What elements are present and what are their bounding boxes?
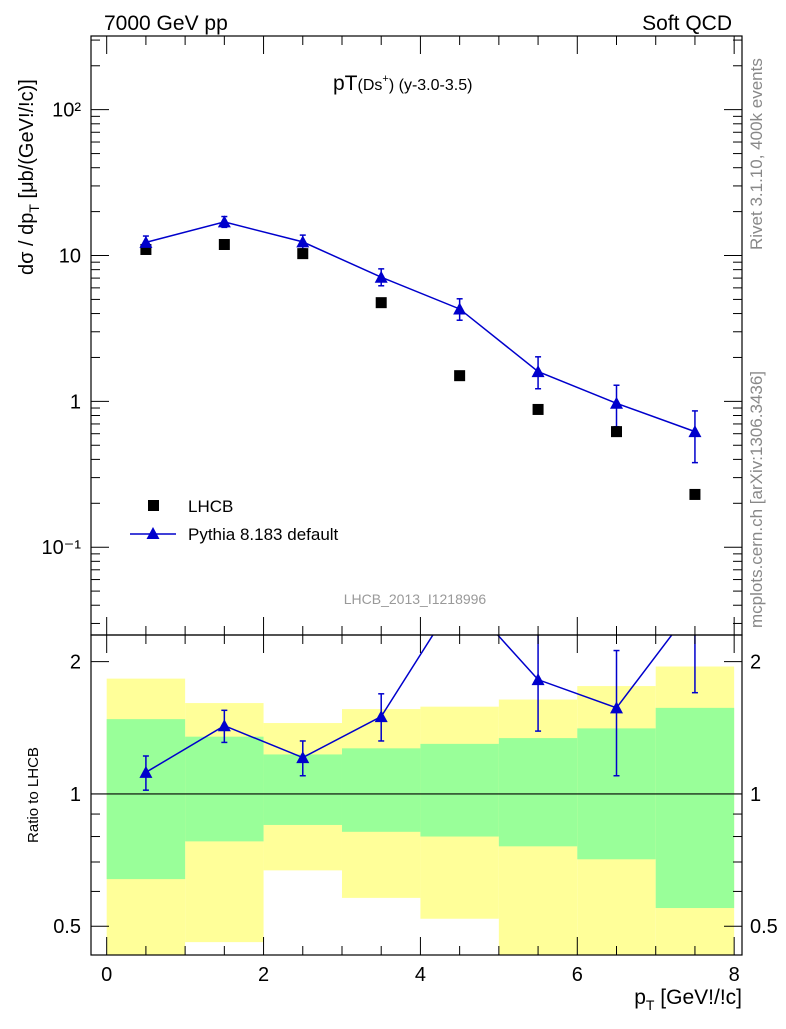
- upper-y-tick-label: 10²: [52, 100, 81, 122]
- x-tick-label: 8: [729, 964, 740, 986]
- upper-y-axis-label: dσ / dpT [μb/(GeV!/!c)]: [16, 79, 42, 275]
- rivet-version-label: Rivet 3.1.10, 400k events: [747, 58, 766, 250]
- legend-label-lhcb: LHCB: [188, 497, 233, 516]
- ratio-series-group: [139, 635, 698, 791]
- upper-y-axis-label-main: dσ / dp: [16, 213, 38, 275]
- header-right-label: Soft QCD: [642, 12, 732, 35]
- uncertainty-band-green: [106, 719, 186, 880]
- legend-marker-lhcb: [148, 500, 159, 511]
- lhcb-point: [532, 403, 544, 415]
- uncertainty-band-green: [498, 738, 578, 847]
- plot-title-sup: +: [382, 73, 388, 85]
- pythia-point: [217, 215, 231, 228]
- ratio-point: [531, 673, 545, 686]
- lower-frame: [90, 634, 743, 956]
- x-axis-label-tail: [GeV!/!c]: [654, 986, 742, 1009]
- pythia-point: [531, 365, 545, 378]
- x-tick-label: 6: [572, 964, 583, 986]
- ratio-point: [139, 765, 153, 778]
- upper-y-axis-label-tail: [μb/(GeV!/!c)]: [16, 79, 38, 204]
- uncertainty-band-green: [341, 748, 421, 832]
- mcplots-label: mcplots.cern.ch [arXiv:1306.3436]: [747, 371, 766, 628]
- upper-y-tick-label: 10⁻¹: [42, 537, 82, 559]
- legend-label-pythia: Pythia 8.183 default: [188, 525, 339, 544]
- ratio-point: [296, 751, 310, 764]
- ratio-y-tick-label-right: 0.5: [750, 916, 778, 938]
- plot-title-main: pT: [333, 72, 358, 95]
- ratio-point: [374, 710, 388, 723]
- ratio-line: [145, 635, 673, 773]
- ratio-y-tick-label-left: 0.5: [53, 916, 81, 938]
- pythia-point: [688, 425, 702, 438]
- legend: LHCB Pythia 8.183 default: [130, 497, 339, 544]
- analysis-id-label: LHCB_2013_I1218996: [344, 591, 487, 607]
- upper-y-axis-label-sub: T: [26, 204, 42, 213]
- lhcb-point: [218, 238, 230, 250]
- upper-frame: [90, 35, 743, 636]
- pythia-point: [374, 270, 388, 283]
- upper-y-tick-label: 1: [70, 391, 81, 413]
- ratio-y-tick-label-right: 1: [750, 784, 761, 806]
- main-panel: 10⁻¹ 1 10 10²: [42, 36, 742, 635]
- plot-title: pT(Ds+) (y-3.0-3.5): [333, 72, 472, 95]
- x-axis-label: pT [GeV!/!c]: [634, 986, 742, 1013]
- pythia-point: [296, 235, 310, 248]
- uncertainty-band-green: [420, 743, 499, 837]
- x-tick-label: 2: [258, 964, 269, 986]
- x-axis-label-sub: T: [646, 997, 655, 1013]
- pythia-point: [139, 235, 153, 248]
- lhcb-point: [611, 426, 623, 438]
- ratio-y-axis-label: Ratio to LHCB: [25, 747, 42, 843]
- lhcb-point: [140, 243, 152, 255]
- lhcb-point: [454, 370, 466, 382]
- x-axis-label-main: p: [634, 986, 646, 1009]
- lhcb-point: [375, 297, 387, 309]
- plot-title-tail: ) (y-3.0-3.5): [389, 77, 473, 94]
- ratio-y-tick-label-left: 2: [70, 652, 81, 674]
- ratio-point: [217, 719, 231, 732]
- lhcb-point: [689, 488, 701, 500]
- ratio-y-tick-label-right: 2: [750, 652, 761, 674]
- uncertainty-band-green: [655, 707, 735, 909]
- header-left-label: 7000 GeV pp: [104, 12, 228, 35]
- uncertainty-band-green: [185, 736, 264, 842]
- x-tick-label: 0: [101, 964, 112, 986]
- legend-marker-pythia: [146, 527, 160, 539]
- pythia-line: [145, 221, 696, 433]
- pythia-point: [610, 396, 624, 409]
- pythia-point: [453, 302, 467, 315]
- upper-y-tick-label: 10: [59, 246, 81, 268]
- ratio-y-tick-label-left: 1: [70, 784, 81, 806]
- plot-title-sub: (Ds: [358, 77, 383, 94]
- ratio-point: [610, 701, 624, 714]
- x-tick-label: 4: [415, 964, 426, 986]
- lhcb-point: [297, 248, 309, 260]
- ratio-panel: 0.5 0.5 1 1 2 2 0 2 4 6 8: [53, 635, 778, 986]
